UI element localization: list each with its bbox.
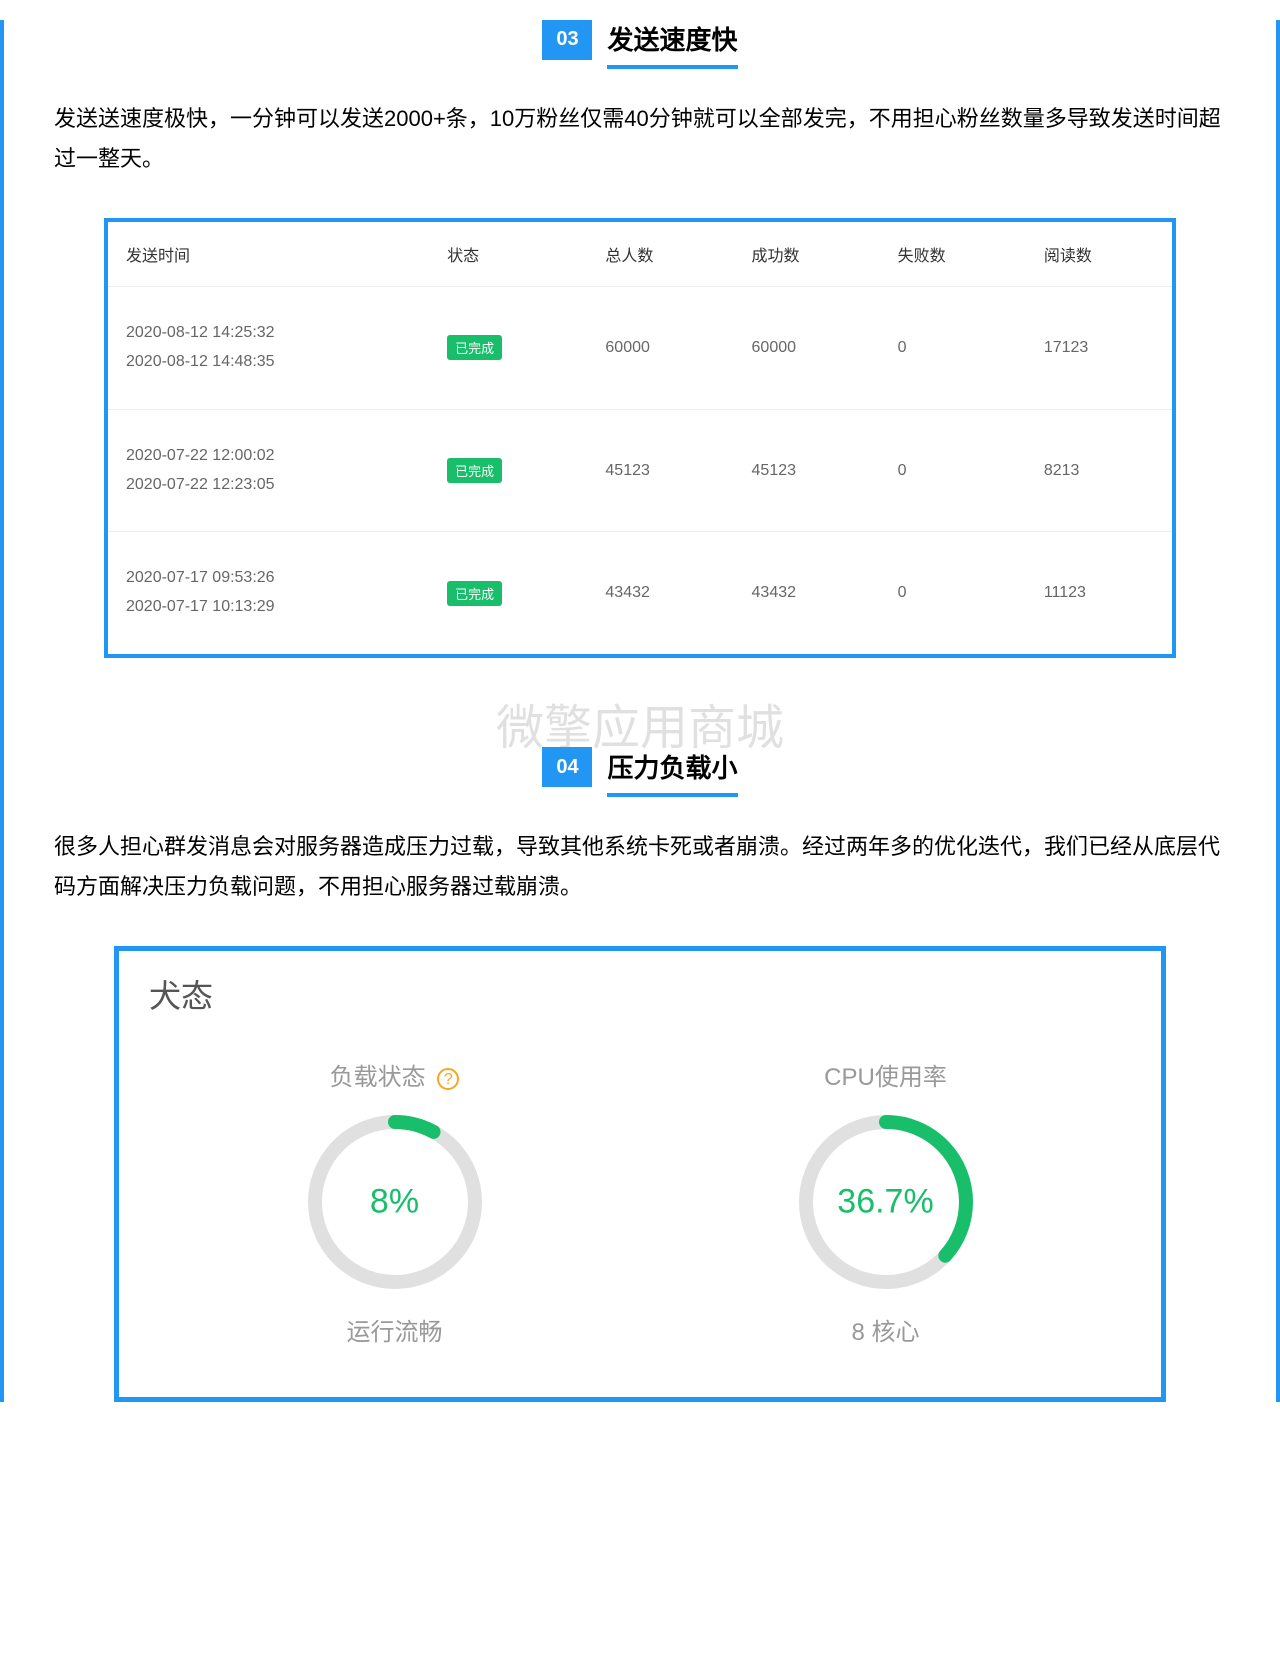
- gauges-panel: 犬态 负载状态 ? 8% 运行流畅 CPU使用率 36.7% 8 核心: [114, 946, 1166, 1402]
- cell-read: 11123: [1026, 532, 1172, 654]
- gauges-header-label: 犬态: [149, 971, 1131, 1017]
- table-header-row: 发送时间 状态 总人数 成功数 失败数 阅读数: [108, 222, 1172, 287]
- gauge-caption: 运行流畅: [300, 1312, 490, 1347]
- col-total: 总人数: [587, 222, 733, 287]
- cell-success: 43432: [734, 532, 880, 654]
- gauge-value: 8%: [370, 1183, 419, 1222]
- section-4-desc: 很多人担心群发消息会对服务器造成压力过载，导致其他系统卡死或者崩溃。经过两年多的…: [54, 827, 1226, 906]
- cell-status: 已完成: [429, 409, 587, 532]
- help-icon[interactable]: ?: [437, 1068, 459, 1090]
- section-title-load: 压力负载小: [607, 748, 737, 797]
- gauge-title: 负载状态 ?: [300, 1057, 490, 1092]
- cell-read: 17123: [1026, 287, 1172, 410]
- gauge: 负载状态 ? 8% 运行流畅: [300, 1057, 490, 1347]
- section-3-header: 03 发送速度快: [34, 20, 1246, 69]
- status-badge: 已完成: [447, 458, 502, 483]
- gauge-ring: 8%: [300, 1107, 490, 1297]
- status-badge: 已完成: [447, 335, 502, 360]
- section-3-desc: 发送送速度极快，一分钟可以发送2000+条，10万粉丝仅需40分钟就可以全部发完…: [54, 99, 1226, 178]
- section-title-fast: 发送速度快: [607, 20, 737, 69]
- cell-status: 已完成: [429, 287, 587, 410]
- send-log-table-container: 发送时间 状态 总人数 成功数 失败数 阅读数 2020-08-12 14:25…: [104, 218, 1176, 658]
- cell-total: 45123: [587, 409, 733, 532]
- send-log-table: 发送时间 状态 总人数 成功数 失败数 阅读数 2020-08-12 14:25…: [108, 222, 1172, 654]
- col-success: 成功数: [734, 222, 880, 287]
- cell-fail: 0: [880, 409, 1026, 532]
- col-fail: 失败数: [880, 222, 1026, 287]
- cell-total: 60000: [587, 287, 733, 410]
- cell-fail: 0: [880, 287, 1026, 410]
- table-row: 2020-07-22 12:00:022020-07-22 12:23:05 已…: [108, 409, 1172, 532]
- cell-success: 60000: [734, 287, 880, 410]
- gauge-value: 36.7%: [837, 1183, 933, 1222]
- gauge-caption: 8 核心: [791, 1312, 981, 1347]
- cell-success: 45123: [734, 409, 880, 532]
- gauge-ring: 36.7%: [791, 1107, 981, 1297]
- cell-total: 43432: [587, 532, 733, 654]
- table-row: 2020-07-17 09:53:262020-07-17 10:13:29 已…: [108, 532, 1172, 654]
- gauge-title: CPU使用率: [791, 1057, 981, 1092]
- cell-fail: 0: [880, 532, 1026, 654]
- table-row: 2020-08-12 14:25:322020-08-12 14:48:35 已…: [108, 287, 1172, 410]
- col-status: 状态: [429, 222, 587, 287]
- cell-time: 2020-07-17 09:53:262020-07-17 10:13:29: [108, 532, 429, 654]
- cell-status: 已完成: [429, 532, 587, 654]
- cell-time: 2020-07-22 12:00:022020-07-22 12:23:05: [108, 409, 429, 532]
- col-read: 阅读数: [1026, 222, 1172, 287]
- col-time: 发送时间: [108, 222, 429, 287]
- section-number-03: 03: [542, 20, 592, 60]
- section-number-04: 04: [542, 747, 592, 787]
- cell-time: 2020-08-12 14:25:322020-08-12 14:48:35: [108, 287, 429, 410]
- section-4-header: 04 压力负载小: [34, 748, 1246, 797]
- gauge: CPU使用率 36.7% 8 核心: [791, 1057, 981, 1347]
- cell-read: 8213: [1026, 409, 1172, 532]
- status-badge: 已完成: [447, 581, 502, 606]
